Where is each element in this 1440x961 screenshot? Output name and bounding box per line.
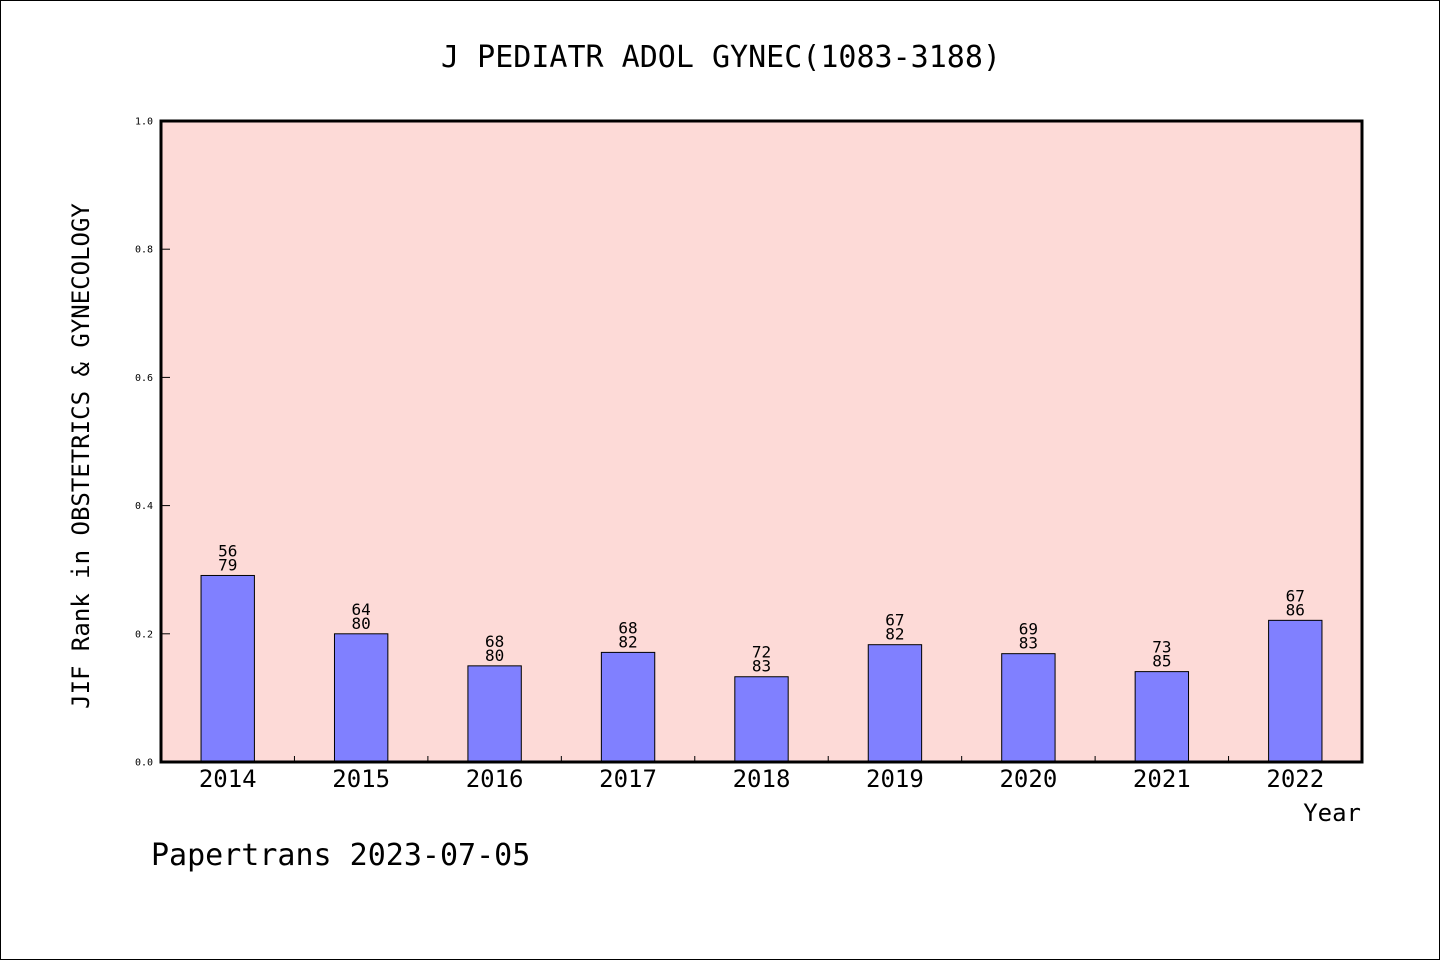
bar-2020: [1001, 653, 1056, 763]
x-tick-label: 2015: [332, 765, 390, 793]
bar-2017: [600, 651, 656, 763]
bar-total-label: 79: [218, 555, 237, 574]
bar-rank-label: 73: [1152, 638, 1171, 657]
bar-series: [200, 574, 1323, 763]
x-tick-label: 2020: [999, 765, 1057, 793]
bar-2022: [1268, 619, 1323, 763]
y-tick-label: 0.8: [135, 245, 153, 256]
bar-total-label: 80: [485, 646, 504, 665]
footer-credit: Papertrans 2023-07-05: [151, 838, 530, 873]
x-tick-label: 2021: [1133, 765, 1191, 793]
x-axis-label: Year: [1303, 799, 1361, 827]
x-tick-label: 2014: [199, 765, 257, 793]
bar-2019: [867, 644, 923, 763]
y-tick-label: 0.6: [135, 373, 153, 384]
bar-rank-label: 69: [1019, 620, 1038, 639]
bar-2014: [200, 574, 255, 763]
bar-rank-label: 56: [218, 541, 237, 560]
x-tick-label: 2022: [1266, 765, 1324, 793]
bar-rank-label: 67: [885, 611, 904, 630]
bar-2021: [1134, 671, 1190, 763]
bar-total-label: 80: [352, 614, 371, 633]
bar-total-label: 83: [1019, 634, 1038, 653]
bar-rank-label: 67: [1286, 586, 1305, 605]
bar-total-label: 86: [1286, 600, 1305, 619]
bar-total-label: 82: [885, 625, 904, 644]
bar-total-label: 83: [752, 657, 771, 676]
y-tick-label: 0.2: [135, 629, 153, 640]
bar-2016: [467, 665, 522, 763]
bar-rank-label: 64: [352, 600, 371, 619]
x-axis: 2014 2015 2016 2017 2018 2019 2020 2021 2022: [199, 756, 1324, 793]
bar-rank-label: 68: [618, 618, 637, 637]
bar-rank-label: 68: [485, 632, 504, 651]
x-tick-label: 2018: [733, 765, 791, 793]
chart-title: J PEDIATR ADOL GYNEC(1083-3188): [441, 40, 1001, 75]
x-tick-label: 2019: [866, 765, 924, 793]
bar-2015: [333, 633, 389, 763]
y-tick-label: 1.0: [135, 117, 153, 128]
y-axis-label: JIF Rank in OBSTETRICS & GYNECOLOGY: [67, 203, 95, 709]
y-tick-label: 0.4: [135, 501, 153, 512]
bar-2018: [734, 676, 789, 763]
y-tick-label: 0.0: [135, 758, 153, 769]
plot-border: [159, 119, 1364, 764]
bar-rank-label: 72: [752, 643, 771, 662]
x-tick-label: 2016: [466, 765, 524, 793]
bar-total-label: 82: [618, 632, 637, 651]
bar-total-label: 85: [1152, 652, 1171, 671]
x-tick-label: 2017: [599, 765, 657, 793]
